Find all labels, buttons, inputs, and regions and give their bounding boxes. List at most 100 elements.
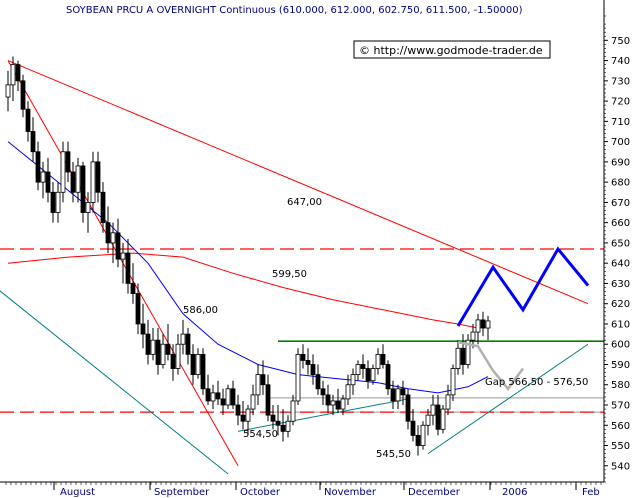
trendline-2 — [0, 290, 229, 475]
candle-body-61 — [310, 364, 316, 376]
candle-body-74 — [375, 353, 381, 369]
candle-body-88 — [445, 394, 451, 410]
candle-body-54 — [275, 420, 281, 426]
projection-path-1 — [457, 340, 525, 391]
trendline-4 — [427, 343, 589, 455]
candle-body-41 — [210, 392, 216, 402]
candle-body-15 — [80, 165, 86, 213]
projection-path-0 — [456, 246, 590, 327]
candle-body-44 — [225, 388, 231, 406]
candle-body-75 — [380, 353, 386, 365]
y-tick-label-11: 650 — [611, 238, 630, 249]
y-tick-label-19: 730 — [611, 76, 630, 87]
candle-body-86 — [435, 404, 441, 430]
candle-body-85 — [430, 404, 436, 416]
candle-body-48 — [245, 408, 251, 422]
candle-body-16 — [85, 201, 91, 213]
month-label-september: September — [154, 487, 210, 498]
level-label-599: 599,50 — [272, 269, 307, 280]
candle-body-50 — [255, 374, 261, 396]
candle-body-47 — [240, 414, 246, 422]
candle-body-87 — [440, 408, 446, 430]
candle-body-53 — [270, 414, 276, 422]
candle-body-17 — [90, 161, 96, 203]
moving-average-0 — [7, 252, 479, 329]
y-tick-label-10: 640 — [611, 259, 630, 270]
moving-average-1 — [7, 141, 489, 394]
candle-body-58 — [295, 353, 301, 402]
candle-body-76 — [385, 364, 391, 390]
candle-body-7 — [40, 171, 46, 183]
candle-body-26 — [135, 293, 141, 325]
candle-body-52 — [265, 384, 271, 416]
y-tick-label-1: 550 — [611, 441, 630, 452]
candle-body-51 — [260, 374, 266, 386]
y-tick-label-12: 660 — [611, 218, 630, 229]
y-tick-label-14: 680 — [611, 178, 630, 189]
candle-body-22 — [115, 232, 121, 260]
y-tick-label-4: 580 — [611, 380, 630, 391]
candle-body-69 — [350, 374, 356, 386]
level-label-545: 545,50 — [376, 449, 411, 460]
candle-body-24 — [125, 252, 131, 284]
y-tick-label-17: 710 — [611, 117, 630, 128]
candle-body-56 — [285, 420, 291, 432]
candle-body-2 — [15, 64, 21, 82]
y-tick-label-13: 670 — [611, 198, 630, 209]
candle-body-64 — [325, 394, 331, 406]
candle-body-78 — [395, 388, 401, 402]
y-tick-label-5: 590 — [611, 360, 630, 371]
candle-body-6 — [35, 151, 41, 183]
y-tick-label-16: 700 — [611, 137, 630, 148]
candle-body-57 — [290, 400, 296, 422]
y-tick-label-15: 690 — [611, 157, 630, 168]
candle-body-11 — [60, 151, 66, 193]
candle-body-96 — [485, 320, 491, 329]
candle-body-80 — [405, 394, 411, 422]
candle-body-91 — [460, 347, 466, 365]
candle-body-46 — [235, 404, 241, 416]
candle-body-89 — [450, 368, 456, 396]
candle-body-63 — [320, 388, 326, 396]
candle-body-49 — [250, 394, 256, 410]
candle-body-66 — [335, 400, 341, 410]
candle-body-65 — [330, 400, 336, 406]
gap-label: Gap 566,50 - 576,50 — [485, 377, 588, 388]
candle-body-55 — [280, 424, 286, 432]
candle-body-4 — [25, 108, 31, 132]
candle-body-34 — [175, 343, 181, 369]
candle-body-36 — [185, 333, 191, 355]
candle-body-14 — [75, 165, 81, 193]
candle-body-18 — [95, 161, 101, 193]
month-label-august: August — [60, 487, 95, 498]
month-label-october: October — [240, 487, 281, 498]
y-tick-label-2: 560 — [611, 421, 630, 432]
candle-body-72 — [365, 368, 371, 382]
candle-body-70 — [355, 364, 361, 376]
candle-body-59 — [300, 353, 306, 361]
candle-body-95 — [480, 319, 486, 329]
candle-body-31 — [160, 343, 166, 365]
candle-body-13 — [70, 171, 76, 193]
candle-body-37 — [190, 353, 196, 376]
level-label-647: 647,00 — [287, 197, 322, 208]
candle-body-27 — [140, 323, 146, 335]
y-tick-label-3: 570 — [611, 401, 630, 412]
y-tick-label-18: 720 — [611, 97, 630, 108]
y-tick-label-6: 600 — [611, 340, 630, 351]
y-tick-label-8: 620 — [611, 299, 630, 310]
candle-body-28 — [145, 333, 151, 355]
candle-body-92 — [465, 339, 471, 365]
month-label-december: December — [408, 487, 461, 498]
y-tick-label-21: 750 — [611, 36, 630, 47]
candle-body-3 — [20, 80, 26, 110]
candle-body-39 — [200, 353, 206, 390]
candle-body-8 — [45, 171, 51, 193]
candle-body-9 — [50, 191, 56, 213]
candle-body-43 — [220, 398, 226, 406]
candle-body-79 — [400, 388, 406, 396]
candle-body-94 — [475, 319, 481, 333]
candle-body-60 — [305, 360, 311, 365]
candle-body-40 — [205, 388, 211, 402]
